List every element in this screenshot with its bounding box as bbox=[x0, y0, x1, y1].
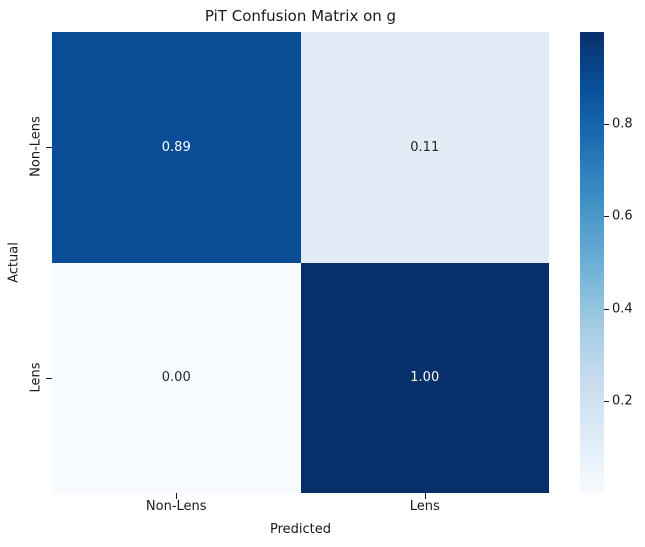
heatmap-cell-r1-c1: 1.00 bbox=[300, 262, 549, 493]
x-tick-label-lens: Lens bbox=[409, 499, 440, 514]
cell-value-annotation: 0.11 bbox=[410, 139, 440, 155]
x-tick-mark bbox=[424, 493, 426, 499]
y-tick-mark bbox=[46, 377, 52, 379]
heatmap-grid: 0.89 0.11 0.00 1.00 bbox=[52, 32, 549, 493]
colorbar-tick-mark bbox=[604, 308, 609, 310]
cell-value-annotation: 0.00 bbox=[161, 370, 191, 386]
chart-title: PiT Confusion Matrix on g bbox=[204, 7, 397, 25]
colorbar bbox=[580, 32, 604, 493]
cell-value-annotation: 1.00 bbox=[410, 370, 440, 386]
colorbar-tick-mark bbox=[604, 216, 609, 218]
colorbar-tick-label: 0.8 bbox=[612, 116, 633, 132]
heatmap-cell-r0-c0: 0.89 bbox=[52, 32, 301, 263]
heatmap-cell-r1-c0: 0.00 bbox=[52, 262, 301, 493]
x-tick-mark bbox=[176, 493, 178, 499]
y-tick-label-non-lens: Non-Lens bbox=[28, 116, 44, 178]
colorbar-tick-label: 0.6 bbox=[612, 208, 633, 224]
colorbar-tick-label: 0.2 bbox=[612, 393, 633, 409]
colorbar-tick-label: 0.4 bbox=[612, 301, 633, 317]
x-tick-label-non-lens: Non-Lens bbox=[145, 499, 207, 514]
colorbar-tick-mark bbox=[604, 124, 609, 126]
y-axis-label: Actual bbox=[6, 242, 22, 283]
heatmap-cell-r0-c1: 0.11 bbox=[300, 32, 549, 263]
x-axis-label: Predicted bbox=[269, 522, 332, 537]
y-tick-label-lens: Lens bbox=[28, 362, 44, 393]
colorbar-tick-mark bbox=[604, 400, 609, 402]
y-tick-mark bbox=[46, 147, 52, 149]
cell-value-annotation: 0.89 bbox=[161, 139, 191, 155]
